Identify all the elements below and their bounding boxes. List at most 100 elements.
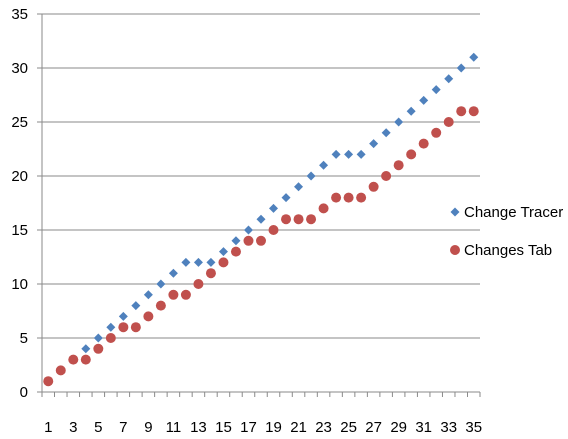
- data-point: [93, 333, 103, 343]
- series-change-tracer: [43, 52, 479, 386]
- legend: Change Tracer Changes Tab: [450, 204, 563, 259]
- y-tick-label-20: 20: [11, 168, 28, 185]
- y-tick-label-15: 15: [11, 222, 28, 239]
- data-point: [218, 257, 229, 268]
- data-point: [444, 74, 454, 84]
- data-point: [356, 149, 366, 159]
- data-point: [369, 139, 379, 149]
- data-point: [281, 193, 291, 203]
- data-point: [406, 106, 416, 116]
- x-tick-label-29: 29: [390, 419, 407, 436]
- data-point: [318, 203, 329, 214]
- x-tick-label-13: 13: [190, 419, 207, 436]
- data-point: [106, 322, 116, 332]
- x-tick-label-11: 11: [166, 419, 182, 436]
- data-point: [306, 171, 316, 181]
- data-point: [443, 117, 454, 127]
- x-tick-label-33: 33: [440, 419, 457, 436]
- data-point: [294, 182, 304, 192]
- x-tick-label-5: 5: [94, 419, 102, 436]
- x-tick-label-17: 17: [240, 419, 257, 436]
- data-point: [456, 106, 467, 117]
- data-point: [268, 225, 279, 235]
- y-tick-label-0: 0: [20, 384, 28, 401]
- data-point: [156, 279, 166, 289]
- y-tick-label-25: 25: [11, 114, 28, 131]
- data-point: [256, 214, 266, 224]
- x-tick-label-1: 1: [44, 419, 52, 436]
- data-point: [368, 181, 379, 192]
- data-point: [394, 117, 404, 127]
- x-tick-label-35: 35: [465, 419, 482, 436]
- x-tick-label-19: 19: [265, 419, 282, 436]
- y-tick-label-10: 10: [11, 276, 28, 293]
- data-point: [131, 301, 141, 311]
- x-tick-label-21: 21: [290, 419, 307, 436]
- data-point: [206, 257, 216, 267]
- data-point: [155, 300, 166, 311]
- circle-icon: [450, 245, 460, 255]
- data-point: [243, 225, 253, 235]
- data-point: [381, 128, 391, 138]
- data-point: [331, 149, 341, 159]
- data-point: [431, 85, 441, 95]
- data-point: [468, 106, 479, 117]
- data-point: [418, 138, 429, 149]
- data-point: [168, 289, 179, 300]
- data-point: [80, 354, 91, 365]
- data-point: [456, 63, 466, 73]
- x-tick-label-7: 7: [119, 419, 127, 436]
- y-tick-labels: 0 5 10 15 20 25 30 35: [11, 6, 28, 401]
- diamond-icon: [450, 207, 460, 217]
- data-point: [55, 365, 66, 376]
- data-point: [193, 257, 203, 267]
- data-point: [81, 344, 91, 354]
- data-point: [181, 257, 191, 267]
- x-tick-label-3: 3: [69, 419, 77, 436]
- data-point: [344, 149, 354, 159]
- x-tick-label-15: 15: [215, 419, 232, 436]
- x-tick-label-31: 31: [415, 419, 432, 436]
- data-point: [319, 160, 329, 170]
- legend-label: Change Tracer: [464, 204, 563, 221]
- data-point: [281, 214, 292, 225]
- data-point: [469, 52, 479, 62]
- data-point: [256, 235, 266, 246]
- data-point: [431, 127, 442, 138]
- data-point: [93, 343, 104, 354]
- data-point: [230, 246, 241, 257]
- data-point: [143, 290, 153, 300]
- data-point: [243, 235, 254, 246]
- x-tick-label-25: 25: [340, 419, 357, 436]
- data-series: [43, 52, 479, 387]
- data-point: [43, 376, 54, 387]
- x-tick-labels: 1 3 5 7 9 11 13 15 17 19 21 23 25 27 29 31 33 35: [44, 419, 482, 436]
- x-tick-label-27: 27: [365, 419, 382, 436]
- series-changes-tab: [43, 106, 479, 387]
- axes: [37, 13, 481, 397]
- data-point: [419, 95, 429, 105]
- data-point: [143, 311, 154, 322]
- data-point: [406, 149, 417, 160]
- data-point: [218, 247, 228, 257]
- y-tick-label-30: 30: [11, 60, 28, 77]
- data-point: [105, 333, 116, 343]
- x-tick-label-23: 23: [315, 419, 332, 436]
- data-point: [118, 311, 128, 321]
- x-tick-label-9: 9: [144, 419, 152, 436]
- data-point: [356, 192, 367, 203]
- data-point: [343, 192, 354, 203]
- data-point: [306, 214, 317, 225]
- grid-lines: [42, 13, 480, 339]
- data-point: [293, 214, 304, 225]
- data-point: [381, 171, 392, 181]
- data-point: [168, 268, 178, 278]
- data-point: [205, 268, 216, 279]
- data-point: [269, 203, 279, 213]
- data-point: [331, 192, 342, 203]
- data-point: [180, 289, 191, 300]
- y-tick-label-35: 35: [11, 6, 28, 23]
- data-point: [231, 236, 241, 246]
